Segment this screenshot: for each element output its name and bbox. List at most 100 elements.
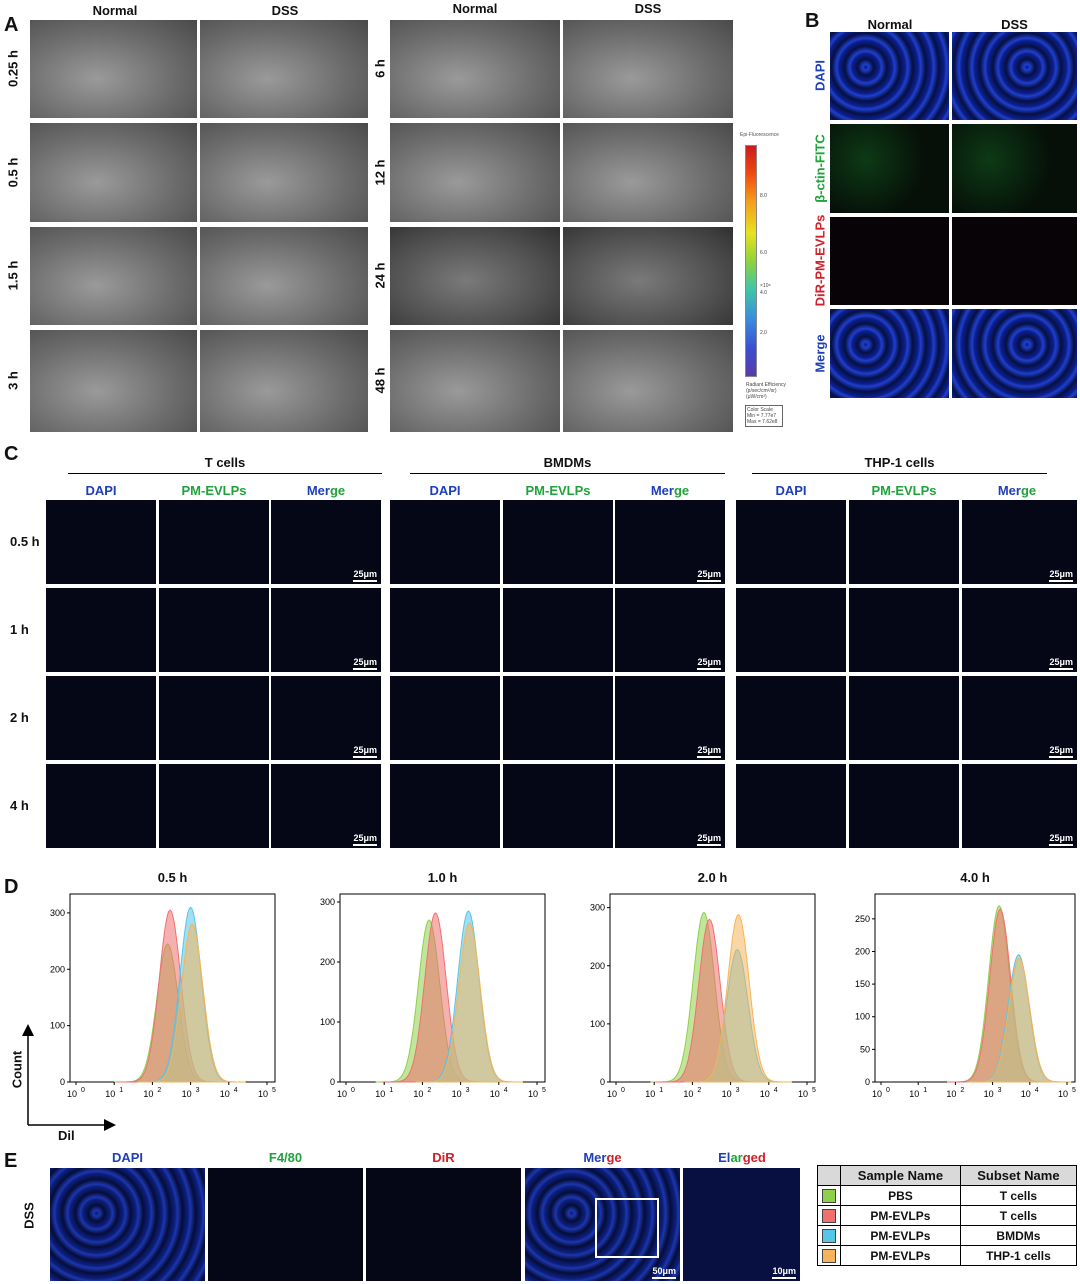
cell-group-header: T cells: [204, 455, 246, 470]
x-tick-exponent: 2: [697, 1087, 701, 1094]
cell-image: [849, 676, 959, 760]
colorbar-title: Epi-Fluorescence: [740, 132, 779, 138]
colon-section-image: [952, 309, 1077, 398]
dss-stain-image: [50, 1168, 205, 1281]
y-tick-label: 0: [865, 1077, 870, 1087]
x-tick-exponent: 2: [427, 1087, 431, 1094]
y-tick-label: 100: [590, 1019, 605, 1029]
legend-swatch: [822, 1248, 836, 1263]
y-tick-label: 150: [855, 979, 870, 989]
cell-image: 25μm: [962, 588, 1077, 672]
colorbar-scale-box: Color Scale Min = 7.77e7 Max = 7.62e8: [745, 405, 783, 427]
scale-bar: 25μm: [353, 569, 377, 582]
histogram-title: 2.0 h: [697, 870, 728, 885]
x-tick-label: 10: [1021, 1089, 1031, 1099]
cell-image: [736, 676, 846, 760]
scale-bar-label: 25μm: [1049, 745, 1073, 755]
colon-section-image: [952, 217, 1077, 305]
panel-e-header-f480: F4/80: [268, 1150, 303, 1165]
cell-image: 25μm: [615, 676, 725, 760]
cell-image: 25μm: [271, 676, 381, 760]
cell-image: 25μm: [615, 588, 725, 672]
enlarged-part-1: El: [718, 1150, 731, 1165]
cell-image: 25μm: [962, 764, 1077, 848]
scale-bar-label: 25μm: [1049, 569, 1073, 579]
colorbar-tick-2: 6.0: [760, 250, 767, 256]
legend-row: PM-EVLPs T cells: [817, 1205, 1078, 1226]
x-tick-label: 10: [607, 1089, 617, 1099]
channel-header: DAPI: [85, 483, 117, 498]
ivis-time-label-right: 12 h: [372, 159, 388, 186]
ivis-image: [390, 20, 560, 118]
legend-subset: THP-1 cells: [959, 1245, 1078, 1266]
ivis-time-label-right: 24 h: [372, 262, 388, 289]
cell-image: [159, 676, 269, 760]
cell-image: [390, 764, 500, 848]
ivis-time-label-left: 0.5 h: [5, 157, 21, 187]
x-tick-label: 10: [946, 1089, 956, 1099]
panel-label-e: E: [4, 1150, 18, 1172]
y-tick-label: 100: [50, 1021, 65, 1031]
cell-image: [736, 588, 846, 672]
channel-header: PM-EVLPs: [871, 483, 937, 498]
cell-image: [390, 500, 500, 584]
merge-part-1: Mer: [997, 483, 1021, 498]
scale-bar: 25μm: [1049, 745, 1073, 758]
cell-image: [849, 588, 959, 672]
y-tick-label: 200: [320, 957, 335, 967]
panel-a-left-header-normal: Normal: [92, 3, 138, 18]
scale-bar-label: 50μm: [652, 1266, 676, 1276]
x-tick-label: 10: [528, 1089, 538, 1099]
scale-bar-line: [697, 668, 721, 670]
scale-bar-line: [1049, 580, 1073, 582]
x-tick-exponent: 0: [621, 1087, 625, 1094]
legend-sample: PM-EVLPs: [840, 1205, 961, 1226]
legend-row: PM-EVLPs THP-1 cells: [817, 1245, 1078, 1266]
ivis-image: [563, 227, 733, 325]
scale-bar-line: [1049, 756, 1073, 758]
scale-bar: 25μm: [1049, 569, 1073, 582]
scale-bar: 50μm: [652, 1266, 676, 1279]
colorbar: [745, 145, 757, 377]
colorbar-tick-1: 8.0: [760, 193, 767, 199]
scale-bar-label: 25μm: [353, 745, 377, 755]
colorbar-exponent: ×10⁸: [760, 283, 771, 289]
cell-group-rule: [410, 473, 725, 474]
scale-bar: 25μm: [353, 833, 377, 846]
colorbar-scale-title: Color Scale: [747, 407, 773, 413]
histogram-title: 4.0 h: [960, 870, 990, 885]
ivis-image: [200, 123, 368, 222]
cell-image: [390, 676, 500, 760]
colon-section-image: [830, 124, 949, 213]
colon-section-image: [830, 32, 949, 120]
cell-image: [46, 588, 156, 672]
histogram-series-4: [967, 957, 1072, 1083]
x-tick-exponent: 3: [196, 1087, 200, 1094]
scale-bar-label: 25μm: [697, 657, 721, 667]
panel-label-a: A: [4, 14, 19, 36]
ivis-time-label-left: 0.25 h: [5, 50, 21, 87]
x-tick-label: 10: [645, 1089, 655, 1099]
channel-header: PM-EVLPs: [181, 483, 247, 498]
scale-bar: 10μm: [772, 1266, 796, 1279]
colon-section-image: [952, 124, 1077, 213]
ivis-image: [390, 123, 560, 222]
time-row-label: 0.5 h: [10, 534, 40, 549]
histogram-series-4: [138, 923, 246, 1083]
x-tick-exponent: 1: [119, 1087, 123, 1094]
channel-header: PM-EVLPs: [525, 483, 591, 498]
x-tick-label: 10: [220, 1089, 230, 1099]
cell-image: 25μm: [271, 588, 381, 672]
cell-image: 25μm: [615, 500, 725, 584]
cell-group-header: BMDMs: [543, 455, 592, 470]
colorbar-max: Max = 7.62e8: [747, 419, 778, 425]
legend-body: PBS T cells PM-EVLPs T cells PM-EVLPs BMDMs PM…: [817, 1185, 1078, 1266]
scale-bar-label: 25μm: [353, 833, 377, 843]
scale-bar-label: 25μm: [697, 833, 721, 843]
panel-label-b: B: [805, 10, 820, 32]
legend-swatch-header: [817, 1165, 841, 1186]
legend-row: PM-EVLPs BMDMs: [817, 1225, 1078, 1246]
x-tick-label: 10: [67, 1089, 77, 1099]
